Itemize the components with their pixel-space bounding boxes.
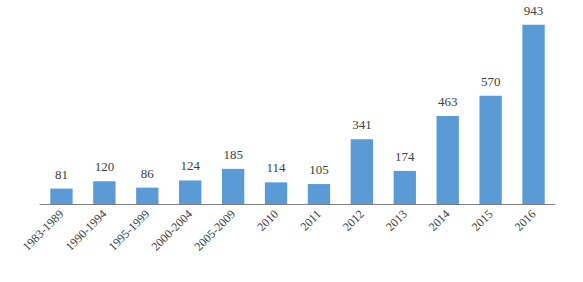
- svg-text:570: 570: [481, 74, 501, 89]
- svg-text:1983-1989: 1983-1989: [20, 207, 67, 254]
- svg-text:2010: 2010: [254, 207, 281, 234]
- svg-text:943: 943: [524, 3, 544, 18]
- svg-text:105: 105: [309, 162, 329, 177]
- svg-text:2005-2009: 2005-2009: [191, 207, 238, 254]
- svg-text:2000-2004: 2000-2004: [149, 207, 196, 254]
- svg-text:2014: 2014: [426, 207, 453, 234]
- svg-text:114: 114: [267, 160, 287, 175]
- svg-text:463: 463: [438, 94, 458, 109]
- svg-text:120: 120: [95, 159, 115, 174]
- svg-text:2013: 2013: [383, 207, 410, 234]
- svg-text:81: 81: [55, 167, 68, 182]
- svg-text:1995-1999: 1995-1999: [106, 207, 153, 254]
- svg-text:174: 174: [395, 149, 415, 164]
- svg-text:185: 185: [223, 147, 243, 162]
- svg-text:1990-1994: 1990-1994: [63, 207, 110, 254]
- svg-text:2015: 2015: [469, 207, 496, 234]
- svg-text:341: 341: [352, 117, 372, 132]
- svg-text:2012: 2012: [340, 207, 367, 234]
- svg-text:2011: 2011: [297, 207, 324, 234]
- svg-text:2016: 2016: [512, 207, 539, 234]
- svg-text:86: 86: [141, 166, 155, 181]
- svg-text:124: 124: [180, 158, 200, 173]
